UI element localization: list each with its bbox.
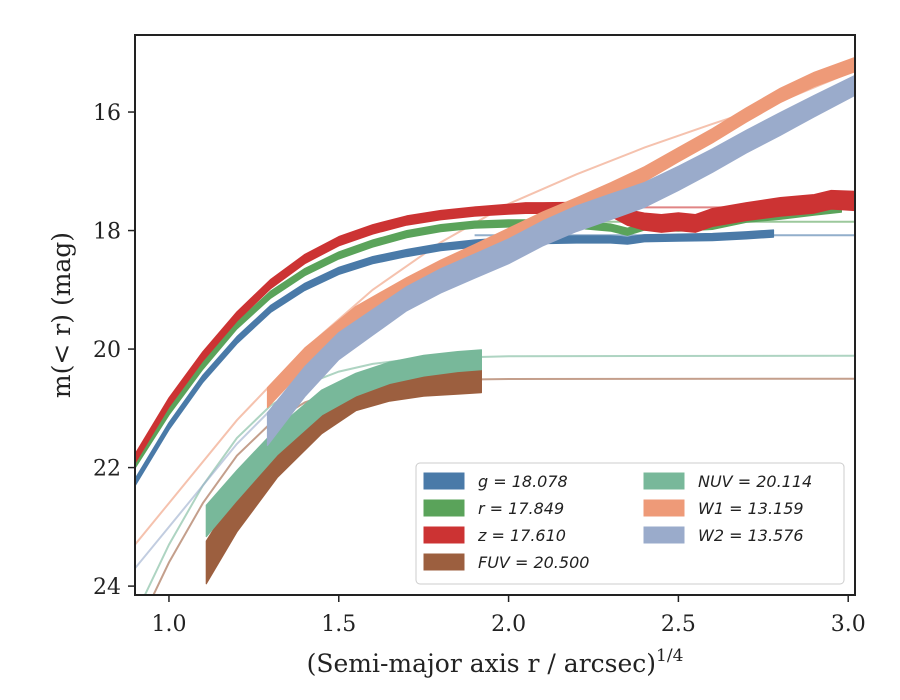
legend-entry: FUV = 20.500 [478,553,589,572]
x-tick-label: 1.0 [151,612,186,637]
data-band-series-6 [266,74,855,446]
data-band-series-0 [135,229,775,487]
data-band-series-2 [135,189,855,464]
y-tick-label: 16 [93,101,121,126]
x-tick-label: 3.0 [831,612,866,637]
legend-swatch [423,553,465,571]
y-axis-label: m(< r) (mag) [47,232,76,398]
legend-swatch [423,472,465,490]
axes: 1.0 1.5 2.0 2.5 3.0 16 18 20 22 24 (Semi-major axi… [47,34,866,678]
legend-entry: W2 = 13.576 [698,526,804,545]
legend-entry: r = 17.849 [478,499,564,518]
x-axis-label: (Semi-major axis r / arcsec)1/4 [307,646,684,678]
data-band-series-4 [205,349,482,538]
legend-entry: NUV = 20.114 [698,472,812,491]
legend-swatch [643,499,685,517]
legend-entry: W1 = 13.159 [698,499,804,518]
y-tick-label: 24 [93,575,121,600]
series-group [135,56,855,595]
plot-area [135,56,855,595]
legend-swatch [643,472,685,490]
legend-entry: z = 17.610 [477,526,566,545]
legend-swatch [423,526,465,544]
x-tick-label: 2.0 [491,612,526,637]
legend-entry: g = 18.078 [478,472,568,491]
y-tick-label: 18 [93,220,121,245]
legend-swatch [643,526,685,544]
y-tick-label: 22 [93,457,121,482]
legend: g = 18.078 r = 17.849 z = 17.610 FUV = 20.5… [415,462,845,585]
plot-frame [134,34,856,596]
data-band-series-1 [135,204,842,469]
legend-swatch [423,499,465,517]
x-tick-label: 1.5 [321,612,356,637]
y-tick-label: 20 [93,338,121,363]
legend-box [415,462,845,585]
x-tick-label: 2.5 [661,612,696,637]
